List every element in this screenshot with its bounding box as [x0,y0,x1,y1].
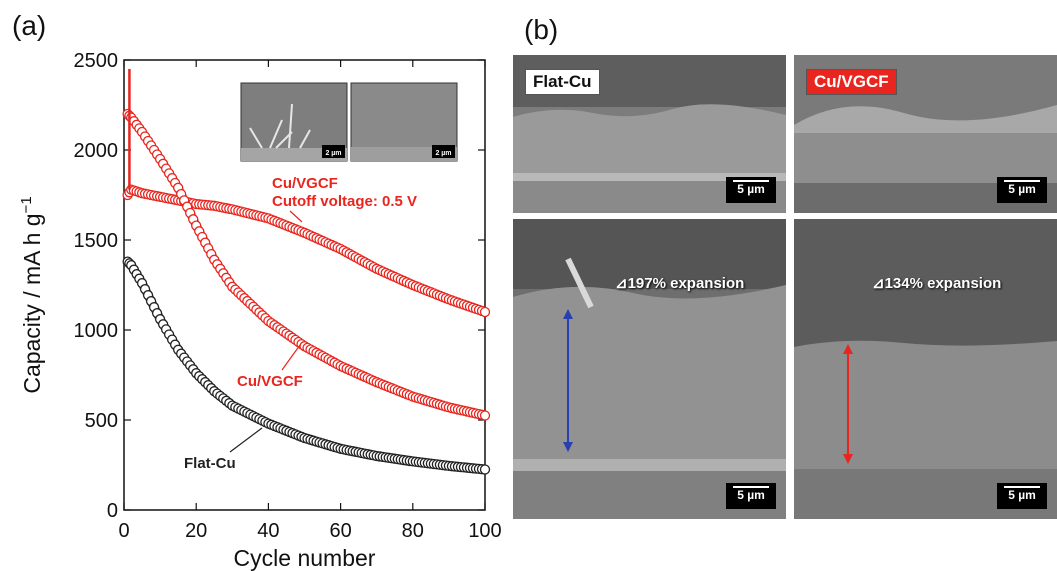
data-point [479,306,491,318]
y-tick-label: 0 [107,500,118,522]
sem-flat-cu-before: Flat-Cu 5 µm [513,55,786,213]
annotation-cu-vgcf-cutoff: Cu/VGCF [272,175,338,192]
inset-substrate-2 [351,147,457,161]
sem-cu-vgcf-after-image [794,219,1057,519]
y-tick-label: 1500 [74,230,119,252]
expansion-label-flat-cu: ⊿197% expansion [615,275,745,292]
data-point [479,464,491,475]
y-tick-label: 1000 [74,320,119,342]
y-tick-label: 2500 [74,50,119,72]
y-tick-label: 500 [85,410,118,432]
scale-bar: 5 µm [997,177,1047,203]
sem-cu-vgcf-before: Cu/VGCF 5 µm [794,55,1057,213]
annotation-leader [289,210,303,223]
sem-flat-cu-after-image [513,219,786,519]
inset-fiber [288,103,293,149]
annotation-cu-vgcf: Cu/VGCF [237,373,303,390]
annotation-leader [229,427,263,453]
expansion-label-cu-vgcf: ⊿134% expansion [872,275,1002,292]
inset-scale-bg-2 [432,145,455,158]
x-axis-label: Cycle number [234,545,376,571]
inset-substrate-1 [241,148,347,161]
y-tick-label: 2000 [74,140,119,162]
inset-scale-label-1: 2 µm [325,150,341,157]
x-tick-label: 20 [185,520,207,542]
inset-fiber [269,119,283,149]
x-tick-label: 60 [329,520,351,542]
series-0 [122,184,491,318]
series-1 [122,108,491,421]
panel-label-b: (b) [524,14,559,45]
sem-label-flat-cu: Flat-Cu [525,69,600,95]
inset-sem-images: 2 µm 2 µm [240,82,458,162]
sem-flat-cu-after: ⊿197% expansion 5 µm [513,219,786,519]
annotation-cutoff-voltage: Cutoff voltage: 0.5 V [272,193,417,210]
scale-bar: 5 µm [726,177,776,203]
x-tick-label: 80 [402,520,424,542]
inset-scale-bg-1 [322,145,345,158]
scale-bar: 5 µm [726,483,776,509]
inset-fiber [299,129,311,149]
sem-label-cu-vgcf: Cu/VGCF [806,69,897,95]
x-tick-label: 100 [468,520,501,542]
panel-label-a: (a) [12,10,47,41]
x-tick-label: 0 [118,520,129,542]
plot-frame [123,59,486,511]
annotation-flat-cu: Flat-Cu [184,455,236,472]
inset-fiber [249,127,263,149]
data-point [479,410,491,421]
y-axis-label: Capacity / mA h g−1 [18,196,45,393]
inset-scale-label-2: 2 µm [435,150,451,157]
x-tick-label: 40 [257,520,279,542]
series-2 [122,256,491,475]
sem-image-grid: Flat-Cu 5 µm Cu/VGCF 5 µm ⊿197% expansio… [513,55,1057,519]
scale-bar: 5 µm [997,483,1047,509]
annotation-leader [281,344,301,371]
sem-cu-vgcf-after: ⊿134% expansion 5 µm [794,219,1057,519]
